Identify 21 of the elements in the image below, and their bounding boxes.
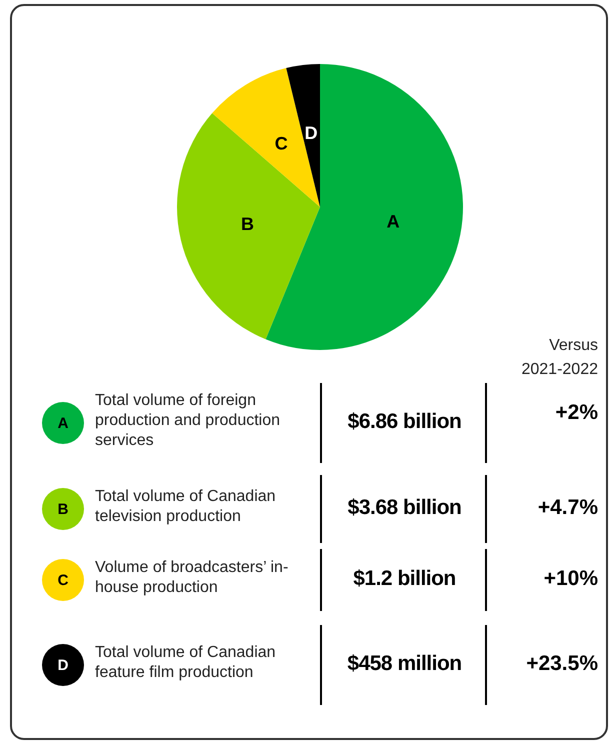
slice-label: B [241,214,254,234]
legend-swatch: A [42,402,84,444]
text: +4.7% [536,496,598,520]
text: +10% [542,567,598,591]
text: Total volume of Canadian feature film production [95,643,277,683]
text: $6.86 billion [346,410,462,434]
slice-label: C [274,133,288,154]
legend-swatch: D [42,644,84,686]
text: +2% [554,401,598,425]
text: +23.5% [525,652,598,676]
slice-label: D [304,123,318,144]
text: Total volume of Canadian television production [95,487,277,527]
legend-swatch: C [42,559,84,601]
text: $3.68 billion [346,496,462,520]
text: $458 million [346,652,463,676]
text: Volume of broadcasters’ in-house production [95,558,290,598]
legend-swatch: B [42,488,84,530]
text: $1.2 billion [352,567,457,591]
text: Versus 2021-2022 [520,336,598,380]
slice-label: A [386,211,400,232]
text: Total volume of foreign production and production services [95,391,282,451]
